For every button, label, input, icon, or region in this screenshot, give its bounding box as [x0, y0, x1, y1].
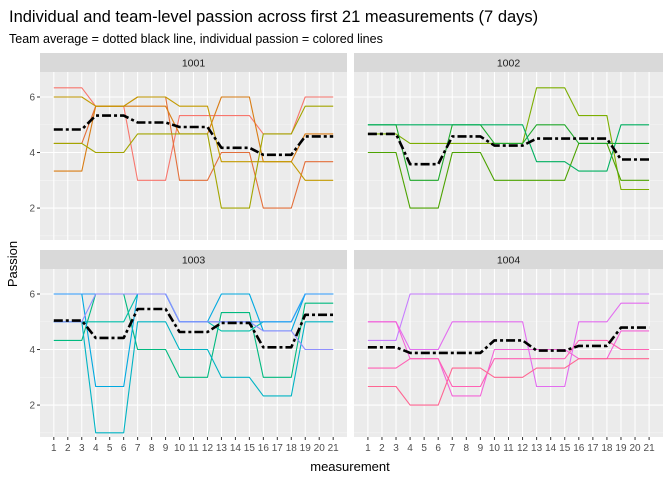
x-tick-label: 3: [393, 443, 399, 454]
series-line-4: [367, 124, 650, 172]
x-tick-label: 5: [107, 443, 113, 454]
series-line-3: [53, 321, 334, 434]
x-tick-label: 16: [258, 443, 270, 454]
x-tick-label: 13: [216, 443, 228, 454]
x-tick-label: 1: [365, 443, 371, 454]
x-tick-label: 4: [407, 443, 413, 454]
x-tick-label: 14: [230, 443, 242, 454]
x-tick-label: 18: [601, 443, 613, 454]
x-tick-label: 12: [202, 443, 214, 454]
x-tick-label: 5: [421, 443, 427, 454]
x-tick-label: 2: [379, 443, 385, 454]
x-tick-label: 20: [314, 443, 326, 454]
x-tick-label: 20: [629, 443, 641, 454]
x-tick-label: 19: [300, 443, 312, 454]
x-tick-label: 2: [65, 443, 71, 454]
panel-strip: [354, 250, 663, 269]
y-tick-label: 4: [29, 148, 35, 159]
x-tick-label: 15: [559, 443, 571, 454]
x-tick-label: 6: [121, 443, 127, 454]
team-average-line: [367, 326, 650, 355]
series-line-5: [367, 358, 650, 406]
x-tick-label: 1: [51, 443, 57, 454]
x-tick-label: 15: [244, 443, 256, 454]
panel-strip-label: 1003: [182, 255, 206, 267]
panel-strip: [40, 53, 347, 72]
y-tick-label: 6: [29, 92, 35, 103]
x-tick-label: 17: [587, 443, 599, 454]
panel-1001: 1001 2 4 6: [29, 53, 347, 240]
team-average-line: [53, 114, 334, 157]
panel-strip: [40, 250, 347, 269]
x-tick-label: 7: [135, 443, 141, 454]
x-tick-label: 9: [478, 443, 484, 454]
y-tick-label: 4: [29, 345, 35, 356]
x-tick-label: 16: [573, 443, 585, 454]
series-line-3: [367, 124, 650, 181]
y-tick-label: 2: [29, 401, 35, 412]
x-tick-label: 9: [163, 443, 169, 454]
x-tick-label: 6: [435, 443, 441, 454]
x-tick-label: 4: [93, 443, 99, 454]
chart-subtitle: Team average = dotted black line, indivi…: [9, 32, 383, 46]
series-line-4: [53, 96, 334, 181]
x-tick-label: 19: [615, 443, 627, 454]
x-tick-label: 13: [531, 443, 543, 454]
x-tick-label: 11: [188, 443, 199, 454]
x-tick-label: 10: [489, 443, 501, 454]
chart-title: Individual and team-level passion across…: [9, 8, 538, 26]
x-tick-label: 11: [503, 443, 514, 454]
x-axis-label: measurement: [310, 459, 390, 474]
y-axis-label: Passion: [5, 241, 20, 287]
series-line-5: [53, 105, 334, 209]
team-average-line: [367, 132, 650, 166]
y-tick-label: 2: [29, 204, 35, 215]
x-tick-label: 21: [328, 443, 340, 454]
x-tick-label: 12: [517, 443, 529, 454]
x-tick-label: 3: [79, 443, 85, 454]
x-tick-label: 8: [464, 443, 470, 454]
x-tick-label: 14: [545, 443, 557, 454]
x-tick-label: 8: [149, 443, 155, 454]
series-line-6: [53, 293, 334, 351]
panel-1002: 1002: [354, 53, 663, 240]
panel-strip-label: 1004: [497, 255, 521, 267]
series-line-4: [367, 339, 650, 388]
x-tick-label: 18: [286, 443, 298, 454]
panel-strip-label: 1001: [182, 58, 206, 70]
y-tick-label: 6: [29, 289, 35, 300]
panel-strip: [354, 53, 663, 72]
series-line-2: [367, 302, 650, 388]
x-tick-label: 21: [644, 443, 656, 454]
series-line-1: [367, 293, 650, 341]
team-average-line: [53, 307, 334, 349]
x-tick-label: 7: [449, 443, 455, 454]
x-tick-label: 10: [174, 443, 186, 454]
panel-strip-label: 1002: [497, 58, 521, 70]
x-tick-label: 17: [272, 443, 284, 454]
